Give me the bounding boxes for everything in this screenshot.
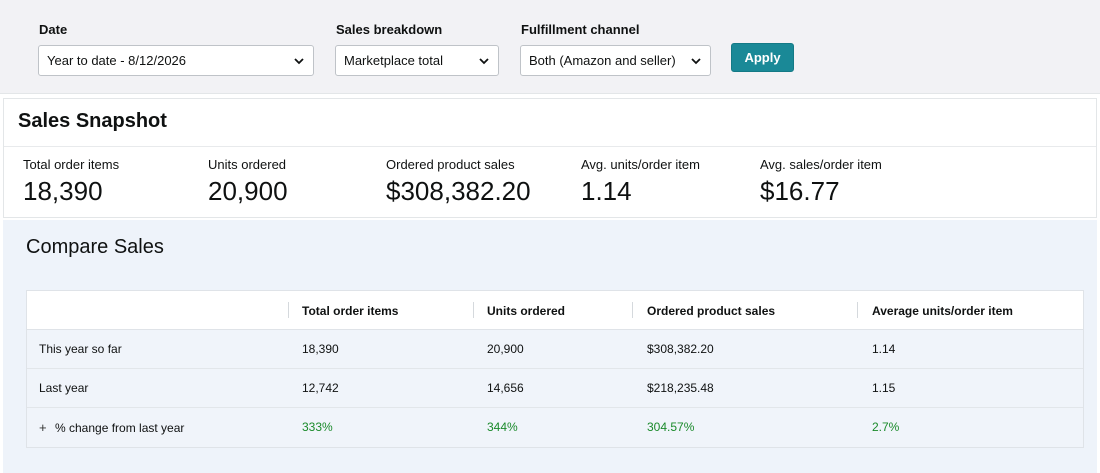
metric-label: Total order items [23,157,120,172]
channel-filter: Fulfillment channel Both (Amazon and sel… [520,22,711,76]
metric-ordered-product-sales: Ordered product sales $308,382.20 [386,157,531,207]
apply-button[interactable]: Apply [731,43,794,72]
row-label-expandable: + % change from last year [39,420,184,435]
column-header-total-order-items: Total order items [302,304,399,318]
column-separator [857,302,858,318]
metric-avg-units-per-order-item: Avg. units/order item 1.14 [581,157,700,207]
chevron-down-icon [294,58,304,65]
date-filter-label: Date [39,22,68,37]
column-separator [288,302,289,318]
metric-label: Avg. sales/order item [760,157,882,172]
metric-value: 18,390 [23,176,103,206]
table-row: This year so far 18,390 20,900 $308,382.… [27,330,1083,369]
column-header-units-ordered: Units ordered [487,304,566,318]
date-filter: Date Year to date - 8/12/2026 [38,22,314,76]
sales-snapshot-panel: Sales Snapshot Total order items 18,390 … [3,98,1097,218]
breakdown-select[interactable]: Marketplace total [335,45,499,76]
table-cell: 14,656 [487,381,524,395]
filters-bar: Date Year to date - 8/12/2026 Sales brea… [0,0,1100,94]
table-cell: 18,390 [302,342,339,356]
divider [4,146,1096,147]
table-cell-change: 344% [487,420,518,434]
table-cell: 12,742 [302,381,339,395]
column-header-average-units-per-order-item: Average units/order item [872,304,1013,318]
channel-select[interactable]: Both (Amazon and seller) [520,45,711,76]
compare-sales-panel: Compare Sales Total order items Units or… [3,220,1097,473]
date-select-value: Year to date - 8/12/2026 [47,53,187,68]
table-row: Last year 12,742 14,656 $218,235.48 1.15 [27,369,1083,408]
row-label: Last year [39,381,89,395]
breakdown-select-value: Marketplace total [344,53,443,68]
table-cell: 1.14 [872,342,896,356]
date-select[interactable]: Year to date - 8/12/2026 [38,45,314,76]
table-cell: $218,235.48 [647,381,714,395]
chevron-down-icon [479,58,489,65]
metric-value: 20,900 [208,176,288,206]
column-separator [473,302,474,318]
metric-label: Ordered product sales [386,157,515,172]
table-cell-change: 304.57% [647,420,695,434]
metric-label: Avg. units/order item [581,157,700,172]
metric-units-ordered: Units ordered 20,900 [208,157,288,207]
metric-value: $16.77 [760,176,840,206]
column-header-ordered-product-sales: Ordered product sales [647,304,776,318]
row-label: This year so far [39,342,122,356]
column-separator [632,302,633,318]
row-label: % change from last year [55,421,185,435]
compare-sales-table: Total order items Units ordered Ordered … [26,290,1084,448]
chevron-down-icon [691,58,701,65]
metric-label: Units ordered [208,157,287,172]
channel-select-value: Both (Amazon and seller) [529,53,676,68]
breakdown-filter: Sales breakdown Marketplace total [335,22,499,76]
table-cell-change: 2.7% [872,420,900,434]
compare-sales-title: Compare Sales [26,236,164,258]
table-cell-change: 333% [302,420,333,434]
expand-plus-icon[interactable]: + [39,420,47,435]
metric-value: 1.14 [581,176,632,206]
table-row: + % change from last year 333% 344% 304.5… [27,408,1083,447]
metric-value: $308,382.20 [386,176,531,206]
metric-avg-sales-per-order-item: Avg. sales/order item $16.77 [760,157,882,207]
channel-filter-label: Fulfillment channel [521,22,640,37]
table-header: Total order items Units ordered Ordered … [27,291,1083,330]
table-cell: 1.15 [872,381,896,395]
breakdown-filter-label: Sales breakdown [336,22,443,37]
sales-snapshot-title: Sales Snapshot [18,110,167,132]
table-cell: $308,382.20 [647,342,714,356]
metric-total-order-items: Total order items 18,390 [23,157,119,207]
table-cell: 20,900 [487,342,524,356]
